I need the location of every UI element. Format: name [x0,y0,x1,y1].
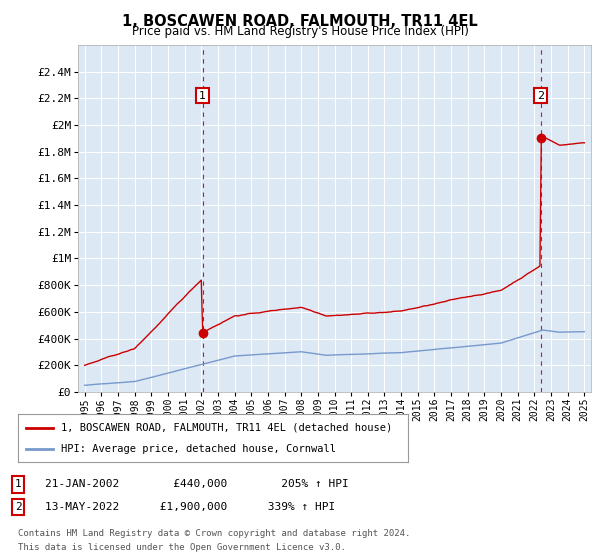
Text: 1: 1 [199,91,206,101]
Text: 13-MAY-2022      £1,900,000      339% ↑ HPI: 13-MAY-2022 £1,900,000 339% ↑ HPI [45,502,335,512]
Text: 2: 2 [537,91,544,101]
Text: This data is licensed under the Open Government Licence v3.0.: This data is licensed under the Open Gov… [18,543,346,552]
Text: Price paid vs. HM Land Registry's House Price Index (HPI): Price paid vs. HM Land Registry's House … [131,25,469,38]
Text: 1: 1 [14,479,22,489]
Text: 2: 2 [14,502,22,512]
Text: 21-JAN-2002        £440,000        205% ↑ HPI: 21-JAN-2002 £440,000 205% ↑ HPI [45,479,349,489]
Text: 1, BOSCAWEN ROAD, FALMOUTH, TR11 4EL (detached house): 1, BOSCAWEN ROAD, FALMOUTH, TR11 4EL (de… [61,423,392,433]
Text: 1, BOSCAWEN ROAD, FALMOUTH, TR11 4EL: 1, BOSCAWEN ROAD, FALMOUTH, TR11 4EL [122,14,478,29]
Text: HPI: Average price, detached house, Cornwall: HPI: Average price, detached house, Corn… [61,444,336,454]
Text: Contains HM Land Registry data © Crown copyright and database right 2024.: Contains HM Land Registry data © Crown c… [18,529,410,538]
